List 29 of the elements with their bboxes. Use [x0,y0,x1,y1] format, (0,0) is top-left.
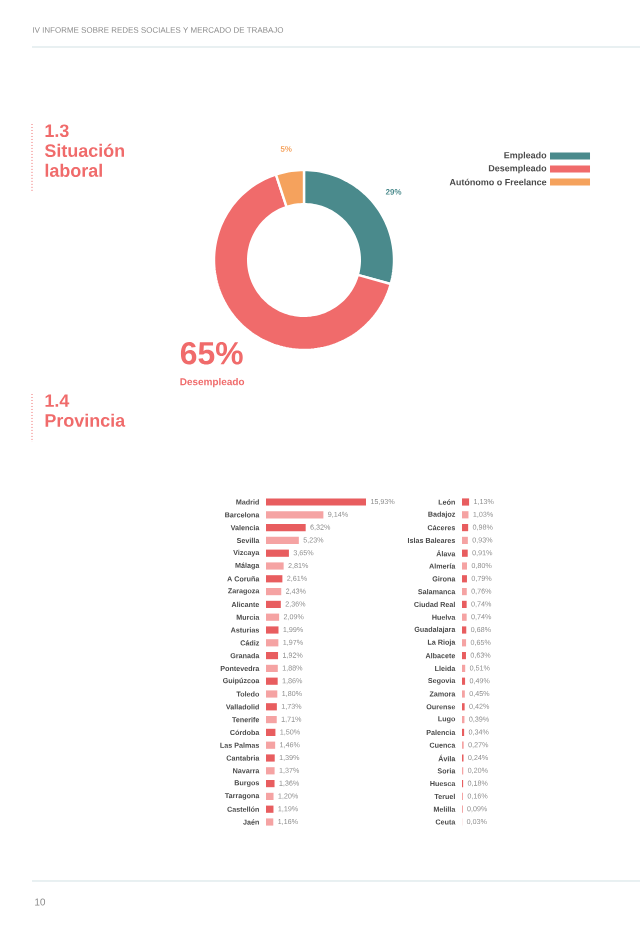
bar [266,562,284,570]
chart-title: 1.3 Situación laboral [44,124,124,177]
bar [266,677,278,685]
bar [266,613,280,621]
bar [266,754,275,762]
bar [266,524,306,532]
bar [266,498,366,506]
bar [266,639,279,647]
bar [266,652,279,660]
bar [266,792,274,800]
bar [266,536,299,544]
bar [266,549,289,557]
bar [266,741,276,749]
bar [266,703,277,711]
bar [266,575,283,583]
bar [266,600,281,608]
bar [266,780,275,788]
bar [266,511,324,519]
bar [266,626,279,634]
bar [266,767,275,775]
bar [266,588,282,596]
bar [266,728,276,736]
bar [266,690,278,698]
bar [266,664,278,672]
data-label: 65% [180,341,243,365]
bar [266,716,277,724]
text: 1.4 Provincia [45,394,126,427]
bar [266,805,274,813]
bar [266,818,274,826]
